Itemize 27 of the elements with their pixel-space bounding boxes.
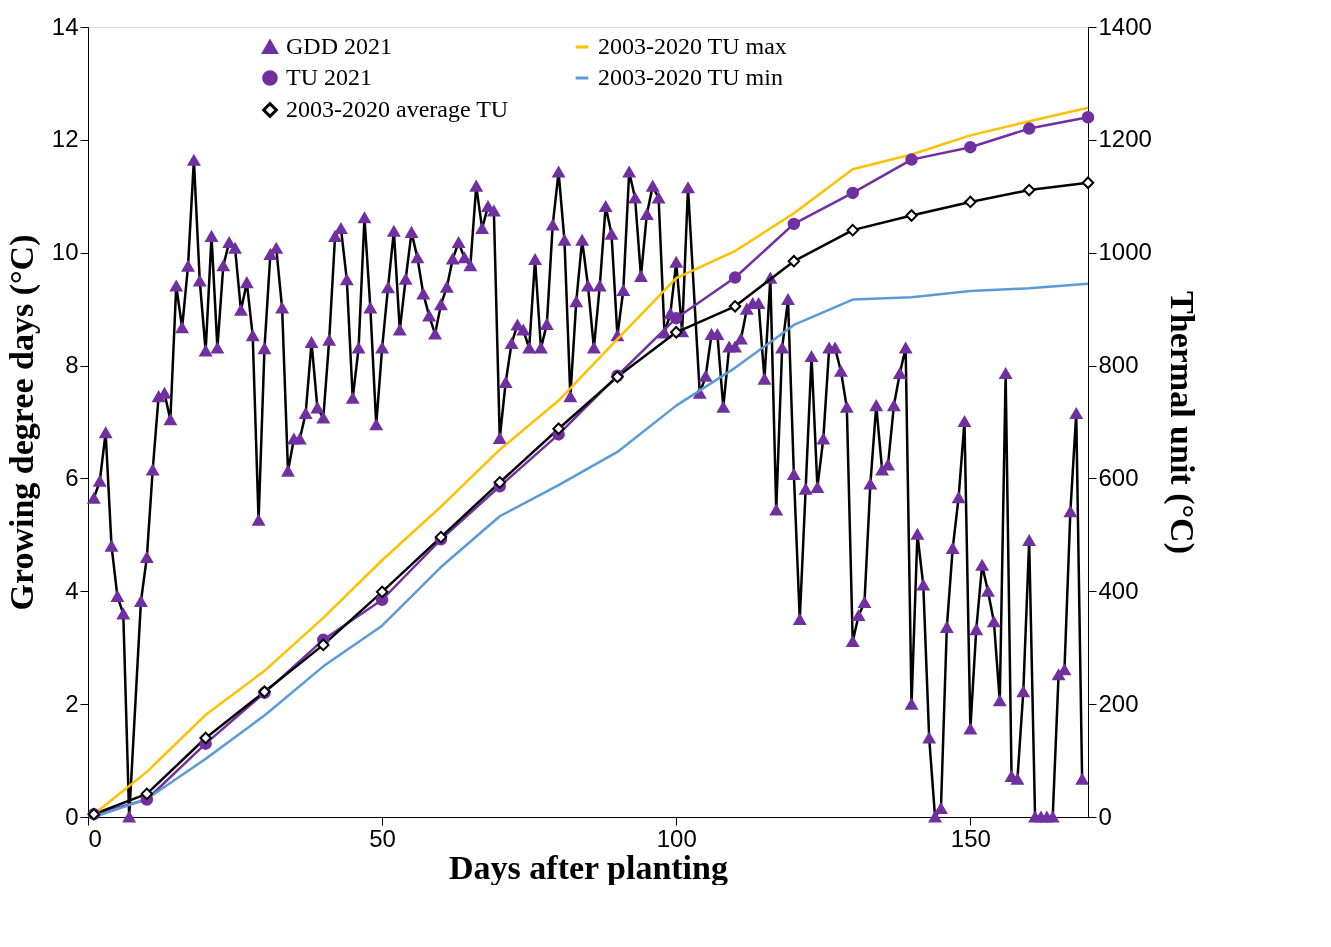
y2-tick-label: 0 xyxy=(1098,802,1112,830)
legend-label: 2003-2020 average TU xyxy=(286,96,509,122)
legend-label: 2003-2020 TU max xyxy=(598,33,787,59)
y2-axis-title: Thermal unit (°C) xyxy=(1162,291,1201,554)
legend-label: GDD 2021 xyxy=(286,33,392,59)
y-tick-label: 6 xyxy=(65,463,79,491)
y-tick-label: 10 xyxy=(51,238,79,266)
y-tick-label: 4 xyxy=(65,576,79,604)
y-tick-label: 0 xyxy=(65,802,79,830)
legend-label: TU 2021 xyxy=(286,64,372,90)
y2-tick-label: 1400 xyxy=(1098,12,1152,40)
x-tick-label: 50 xyxy=(369,824,396,852)
x-tick-label: 100 xyxy=(656,824,697,852)
y-tick-label: 8 xyxy=(65,351,79,379)
y-tick-label: 12 xyxy=(51,125,79,153)
y-tick-label: 2 xyxy=(65,689,79,717)
y2-tick-label: 1200 xyxy=(1098,125,1152,153)
x-tick-label: 150 xyxy=(950,824,991,852)
legend-label: 2003-2020 TU min xyxy=(598,64,783,90)
y2-tick-label: 400 xyxy=(1098,576,1139,604)
x-tick-label: 0 xyxy=(88,824,102,852)
y2-tick-label: 1000 xyxy=(1098,238,1152,266)
y2-tick-label: 200 xyxy=(1098,689,1139,717)
y2-tick-label: 600 xyxy=(1098,463,1139,491)
y2-tick-label: 800 xyxy=(1098,351,1139,379)
y-tick-label: 14 xyxy=(51,12,79,40)
y-axis-title: Growing degree days (°C) xyxy=(2,234,41,611)
